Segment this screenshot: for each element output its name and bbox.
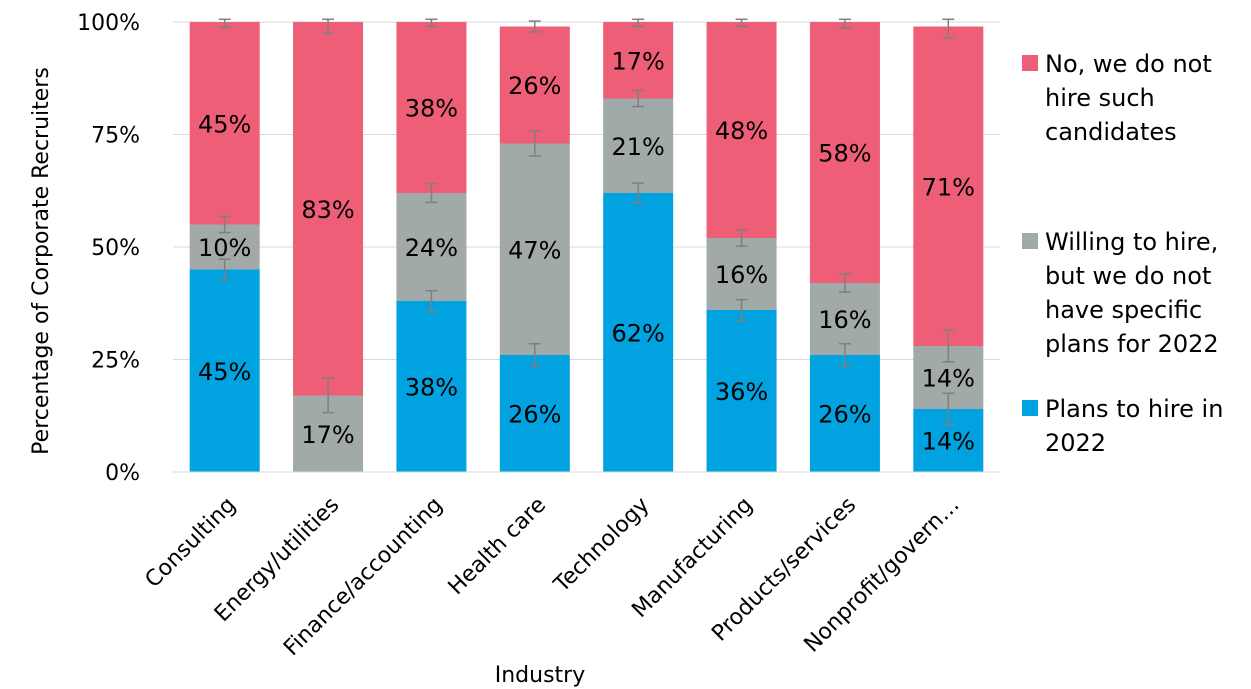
y-tick-label: 25% bbox=[91, 349, 140, 374]
bar-segment-nonprofit-govern-series-3 bbox=[913, 26, 984, 346]
bar-segment-products-services-series-3 bbox=[809, 22, 880, 283]
data-label: 17% bbox=[301, 421, 354, 449]
legend-swatch-no-hire bbox=[1022, 55, 1038, 71]
error-bar bbox=[735, 18, 748, 28]
bar-segment-consulting-series-3 bbox=[189, 22, 260, 225]
bar-segment-technology-series-1 bbox=[603, 193, 674, 472]
error-bar bbox=[322, 377, 335, 414]
error-bar bbox=[632, 18, 645, 28]
bar-segment-health-care-series-2 bbox=[499, 143, 570, 355]
data-label: 16% bbox=[715, 261, 768, 289]
data-label: 58% bbox=[818, 140, 871, 168]
bar-segment-consulting-series-1 bbox=[189, 269, 260, 472]
error-bar bbox=[528, 343, 541, 367]
x-tick-label: Health care bbox=[444, 493, 551, 600]
y-tick-label: 0% bbox=[105, 461, 140, 486]
data-label: 38% bbox=[405, 95, 458, 123]
error-bar bbox=[632, 89, 645, 108]
legend-label-plans-line1: Plans to hire in bbox=[1045, 395, 1223, 423]
data-label: 45% bbox=[198, 358, 251, 386]
error-bar bbox=[218, 18, 231, 29]
bar-segment-manufacturing-series-1 bbox=[706, 310, 777, 472]
data-label: 83% bbox=[301, 196, 354, 224]
error-bar bbox=[942, 329, 955, 363]
bar-segment-health-care-series-1 bbox=[499, 355, 570, 472]
legend-label-no-hire-line1: No, we do not bbox=[1045, 50, 1212, 78]
bar-segment-products-services-series-1 bbox=[809, 355, 880, 472]
error-bar bbox=[632, 182, 645, 204]
data-label: 24% bbox=[405, 234, 458, 262]
y-axis-title: Percentage of Corporate Recruiters bbox=[29, 67, 54, 455]
legend-label-willing-line4: plans for 2022 bbox=[1045, 330, 1219, 358]
x-axis-title: Industry bbox=[495, 663, 586, 688]
legend-swatch-plans bbox=[1022, 400, 1038, 416]
x-tick-label: Consulting bbox=[141, 493, 241, 593]
error-bar bbox=[942, 392, 955, 426]
bar-segment-finance-accounting-series-2 bbox=[396, 193, 467, 301]
legend-item-willing: Willing to hire, but we do not have spec… bbox=[1022, 228, 1219, 358]
legend-label-willing-line3: have specific bbox=[1045, 296, 1202, 324]
error-bar bbox=[735, 298, 748, 322]
data-label: 26% bbox=[508, 72, 561, 100]
error-bar bbox=[218, 215, 231, 234]
legend-label-no-hire-line3: candidates bbox=[1045, 118, 1177, 146]
error-bar bbox=[838, 273, 851, 293]
data-label: 10% bbox=[198, 234, 251, 262]
error-bar bbox=[425, 18, 438, 28]
data-label: 17% bbox=[612, 47, 665, 75]
legend-item-no-hire: No, we do not hire such candidates bbox=[1022, 50, 1212, 146]
bar-segment-finance-accounting-series-1 bbox=[396, 301, 467, 472]
error-bar bbox=[322, 18, 335, 34]
error-bar bbox=[425, 182, 438, 204]
data-label: 48% bbox=[715, 117, 768, 145]
data-label: 47% bbox=[508, 236, 561, 264]
legend: No, we do not hire such candidates Willi… bbox=[1022, 50, 1223, 457]
bar-segment-energy-utilities-series-3 bbox=[293, 22, 364, 396]
data-label: 62% bbox=[612, 320, 665, 348]
bars bbox=[189, 22, 984, 472]
data-label: 45% bbox=[198, 110, 251, 138]
error-bar bbox=[528, 130, 541, 157]
data-label: 26% bbox=[818, 401, 871, 429]
legend-item-plans: Plans to hire in 2022 bbox=[1022, 395, 1223, 457]
legend-label-willing-line2: but we do not bbox=[1045, 262, 1211, 290]
bar-segment-technology-series-2 bbox=[603, 98, 674, 193]
x-tick-label: Technology bbox=[549, 493, 655, 599]
legend-swatch-willing bbox=[1022, 233, 1038, 249]
error-bar bbox=[735, 229, 748, 247]
error-bars bbox=[218, 18, 955, 426]
data-label: 38% bbox=[405, 374, 458, 402]
data-label: 14% bbox=[922, 428, 975, 456]
data-labels: 45% 10% 45% 17% 83% 38% 24% 38% 26% 47% 26% 62% 21% 1… bbox=[198, 47, 975, 455]
y-tick-label: 100% bbox=[77, 11, 140, 36]
data-label: 14% bbox=[922, 365, 975, 393]
data-label: 21% bbox=[612, 133, 665, 161]
data-label: 71% bbox=[922, 173, 975, 201]
bar-segment-health-care-series-3 bbox=[499, 26, 570, 144]
error-bar bbox=[425, 289, 438, 313]
legend-label-willing-line1: Willing to hire, bbox=[1045, 228, 1218, 256]
bar-segment-finance-accounting-series-3 bbox=[396, 22, 467, 193]
error-bar bbox=[838, 343, 851, 367]
error-bar bbox=[838, 18, 851, 29]
legend-label-plans-line2: 2022 bbox=[1045, 429, 1106, 457]
bar-segment-technology-series-3 bbox=[603, 22, 674, 99]
legend-label-no-hire-line2: hire such bbox=[1045, 84, 1155, 112]
data-label: 36% bbox=[715, 378, 768, 406]
error-bar bbox=[942, 18, 955, 39]
bar-segment-manufacturing-series-2 bbox=[706, 238, 777, 310]
data-label: 26% bbox=[508, 401, 561, 429]
error-bar bbox=[218, 258, 231, 281]
error-bar bbox=[528, 20, 541, 33]
y-tick-label: 75% bbox=[91, 124, 140, 149]
bar-segment-manufacturing-series-3 bbox=[706, 22, 777, 238]
data-label: 16% bbox=[818, 306, 871, 334]
y-tick-label: 50% bbox=[91, 236, 140, 261]
